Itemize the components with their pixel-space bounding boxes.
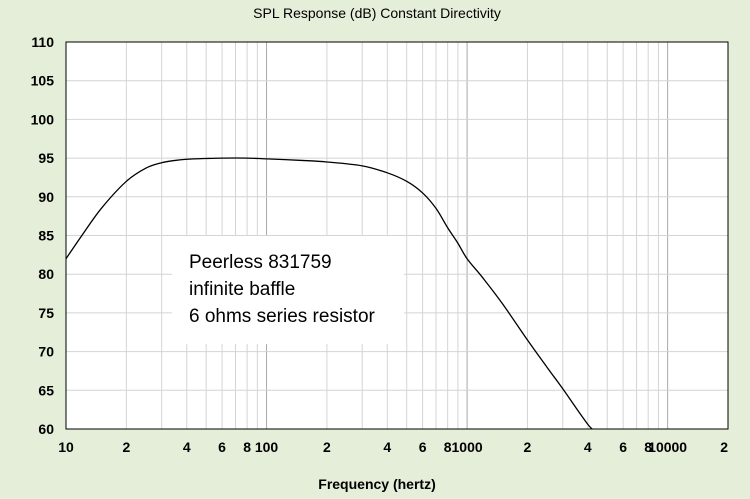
grid: [66, 42, 728, 429]
annotation-box: Peerless 831759 infinite baffle 6 ohms s…: [172, 236, 404, 344]
y-axis: 60 65 70 75 80 85 90 95 100 105 110: [31, 34, 55, 437]
x-tick-label: 4: [183, 439, 191, 455]
x-tick-label: 100: [255, 439, 279, 455]
x-tick-label: 6: [218, 439, 226, 455]
x-tick-label: 10000: [648, 439, 687, 455]
y-tick-label: 80: [38, 266, 54, 282]
chart-title: SPL Response (dB) Constant Directivity: [253, 5, 501, 21]
y-tick-label: 95: [38, 150, 54, 166]
x-tick-label: 6: [619, 439, 627, 455]
annotation-line-1: Peerless 831759: [189, 252, 332, 273]
y-tick-label: 90: [38, 189, 54, 205]
x-tick-label: 2: [122, 439, 130, 455]
y-tick-label: 75: [38, 305, 54, 321]
x-tick-label: 1000: [452, 439, 483, 455]
series-line-spl: [65, 157, 593, 430]
x-tick-label: 8: [444, 439, 452, 455]
annotation-line-3: 6 ohms series resistor: [189, 306, 376, 327]
y-tick-label: 65: [38, 382, 54, 398]
y-tick-label: 85: [38, 228, 54, 244]
series-group: [65, 157, 593, 430]
y-tick-label: 60: [38, 421, 54, 437]
x-tick-label: 4: [383, 439, 391, 455]
x-tick-label: 2: [720, 439, 728, 455]
annotation-line-2: infinite baffle: [189, 279, 295, 300]
x-axis-label: Frequency (hertz): [318, 476, 435, 492]
y-tick-label: 105: [31, 73, 55, 89]
x-tick-label: 2: [323, 439, 331, 455]
x-tick-label: 8: [644, 439, 652, 455]
x-tick-label: 8: [243, 439, 251, 455]
y-tick-label: 70: [38, 344, 54, 360]
y-tick-label: 100: [31, 111, 55, 127]
x-tick-label: 4: [584, 439, 592, 455]
plot-border: [65, 41, 729, 430]
x-tick-label: 2: [524, 439, 532, 455]
x-tick-label: 6: [419, 439, 427, 455]
x-tick-label: 10: [58, 439, 74, 455]
y-tick-label: 110: [31, 34, 54, 50]
